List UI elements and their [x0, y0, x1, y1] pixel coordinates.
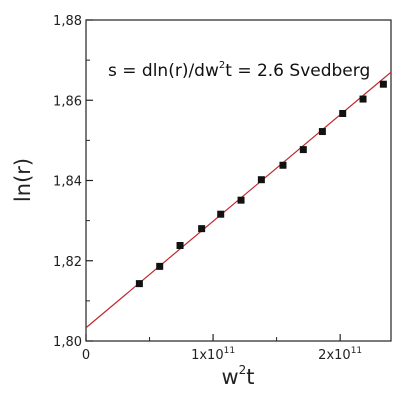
y-tick-label-4: 1,88: [53, 14, 82, 29]
points-layer: [135, 80, 387, 288]
data-point-12: [379, 80, 387, 88]
y-axis-label: ln(r): [11, 158, 35, 202]
data-point-6: [257, 176, 265, 184]
data-point-8: [299, 146, 307, 154]
x-tick-label-1: 1x1011: [191, 346, 235, 363]
y-tick-label-0: 1,80: [53, 335, 82, 350]
x-tick-label-0: 0: [82, 348, 90, 363]
x-tick-label-2: 2x1011: [318, 346, 362, 363]
data-point-10: [339, 109, 347, 117]
data-point-7: [279, 161, 287, 169]
data-point-2: [176, 242, 184, 250]
y-tick-label-2: 1,84: [53, 175, 82, 190]
annotation: s = dln(r)/dw2t = 2.6 Svedberg: [108, 60, 370, 81]
data-point-3: [198, 225, 206, 233]
data-point-5: [237, 196, 245, 204]
x-axis: 0 1x1011 2x1011: [82, 334, 362, 363]
data-point-11: [359, 95, 367, 103]
y-tick-label-1: 1,82: [53, 255, 82, 270]
data-point-4: [217, 210, 225, 218]
data-point-9: [318, 128, 326, 136]
data-point-1: [156, 262, 164, 270]
data-point-0: [135, 280, 143, 288]
y-axis: 1,80 1,82 1,84 1,86 1,88: [53, 14, 93, 350]
x-axis-label: w2t: [221, 363, 254, 389]
y-tick-label-3: 1,86: [53, 94, 82, 109]
